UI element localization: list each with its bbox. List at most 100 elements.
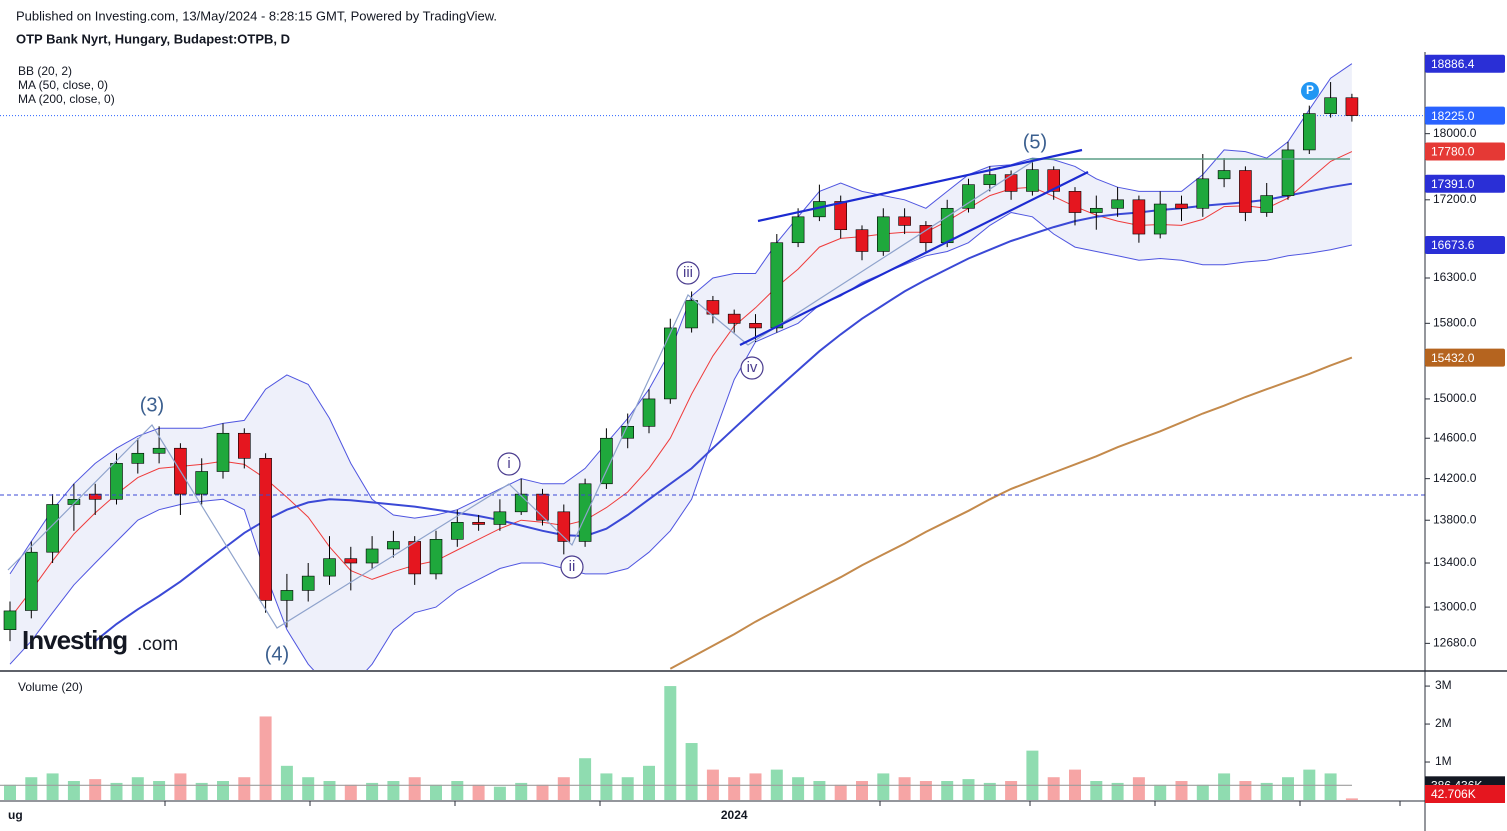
candle-body — [1090, 207, 1103, 213]
candle-body — [1260, 195, 1273, 213]
candle-body — [770, 242, 784, 329]
volume-bar — [89, 779, 102, 800]
volume-bar — [792, 777, 805, 800]
logo-text: .com — [137, 634, 178, 655]
pivot-label: P — [1306, 83, 1314, 97]
candle-body — [110, 463, 123, 500]
price-tag — [1425, 236, 1505, 255]
candle-body — [1175, 203, 1188, 209]
candle-body — [834, 201, 848, 231]
volume-bar — [1260, 782, 1273, 800]
time-axis-ticks — [164, 801, 1401, 806]
candle-body — [706, 300, 720, 315]
price-tag — [1425, 174, 1505, 193]
volume-bar — [1154, 784, 1167, 800]
candle-body — [1196, 178, 1210, 209]
candle-body — [962, 184, 975, 209]
candle-body — [88, 493, 102, 500]
drawings: (3) (4) i ii iii iv (5) P — [0, 82, 1425, 665]
volume-bar — [174, 773, 187, 800]
volume-bar — [1111, 782, 1124, 800]
bb-lower — [9, 211, 1353, 670]
candle-body — [983, 174, 997, 185]
volume-bar — [813, 781, 826, 800]
volume-bar — [238, 777, 251, 800]
volume-bar — [493, 786, 506, 800]
axes: 18000.0 17200.0 16300.0 15800.0 15000.0 14600… — [8, 54, 1505, 822]
volume-bar — [472, 784, 485, 800]
volume-bar — [898, 777, 911, 800]
trend-line — [739, 171, 1089, 346]
candle-body — [323, 558, 336, 577]
wave-label: ii — [569, 558, 576, 575]
candle-body — [259, 458, 272, 601]
candle-body — [685, 300, 698, 329]
volume-bar — [4, 784, 16, 800]
volume-bar — [280, 765, 293, 800]
y-tick-label: 17200.0 — [1433, 192, 1477, 206]
volume-bar — [579, 758, 592, 800]
volume-bar — [408, 777, 421, 800]
price-tag — [1425, 348, 1505, 367]
price-tag-label: 17391.0 — [1431, 177, 1475, 191]
volume-bar — [664, 686, 677, 800]
candle-body — [344, 558, 358, 564]
candle-body — [152, 447, 166, 454]
candle-body — [1068, 191, 1082, 213]
volume-bar — [366, 782, 379, 800]
price-tag — [1425, 142, 1505, 161]
candle-body — [663, 327, 677, 400]
trend-line — [757, 148, 1083, 223]
bb-basis — [9, 151, 1353, 619]
volume-bar — [110, 782, 123, 800]
volume-bar — [323, 781, 336, 800]
legend-entry: BB (20, 2) — [18, 64, 72, 78]
volume-tick-label: 1M — [1435, 754, 1452, 768]
candle-body — [46, 504, 59, 553]
volume-bar — [1196, 784, 1209, 800]
price-tag-label: 16673.6 — [1431, 238, 1475, 252]
volume-tick-label: 2M — [1435, 716, 1452, 730]
candle-body — [1111, 199, 1124, 209]
candle-body — [898, 216, 911, 226]
price-tag-label: 18886.4 — [1431, 57, 1475, 71]
volume-bar — [749, 773, 762, 800]
candle-body — [238, 432, 251, 459]
wave-circle — [497, 452, 521, 476]
candle-body — [387, 541, 400, 550]
volume-bar — [430, 784, 442, 800]
candle-body — [1004, 174, 1018, 192]
volume-bar — [46, 773, 59, 800]
volume-bar — [302, 777, 315, 800]
volume-bar — [1239, 781, 1252, 800]
volume-bar — [1005, 781, 1018, 800]
candle-body — [472, 522, 485, 525]
candle-body — [791, 216, 805, 244]
y-tick-label: 15800.0 — [1433, 315, 1477, 329]
candle-body — [493, 511, 507, 525]
candle-body — [1217, 170, 1231, 180]
price-tag — [1425, 106, 1505, 125]
candle-body — [450, 522, 464, 540]
candle-body — [3, 610, 17, 630]
price-tag-label: 15432.0 — [1431, 351, 1475, 365]
volume-tag — [1425, 785, 1505, 803]
bb-fill — [10, 63, 1352, 670]
candle-body — [621, 426, 635, 439]
volume-tag-label: 42.706K — [1431, 787, 1476, 801]
volume-bar — [919, 781, 932, 800]
volume-bar — [217, 781, 229, 800]
volume-bar — [387, 781, 400, 800]
candle-body — [600, 437, 613, 485]
volume-bar — [67, 781, 80, 800]
volume-bar — [515, 782, 528, 800]
publisher-line: Published on Investing.com, 13/May/2024 … — [16, 8, 497, 23]
y-tick-label: 14600.0 — [1433, 430, 1477, 444]
wave-label: (5) — [1023, 131, 1047, 153]
candle-body — [727, 313, 741, 324]
candle-body — [280, 590, 294, 601]
wave-circle — [740, 356, 764, 380]
wave-label: iv — [747, 359, 758, 376]
candle-body — [195, 471, 208, 495]
